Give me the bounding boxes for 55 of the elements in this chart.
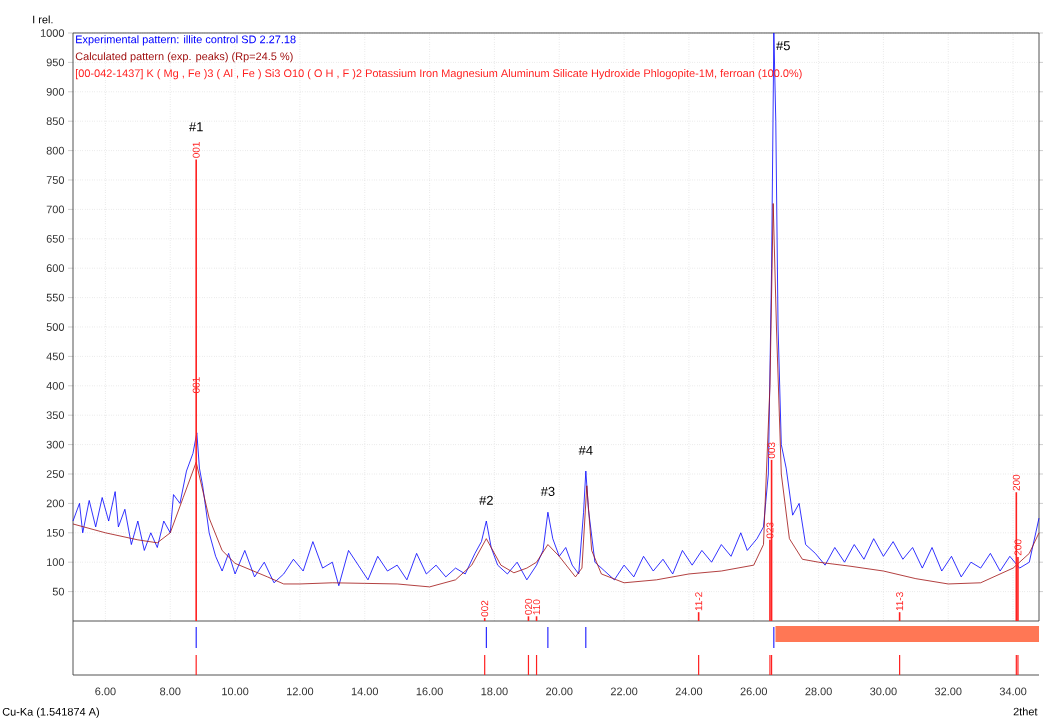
x-tick-label: 20.00: [546, 687, 573, 696]
annotation: 003: [768, 442, 776, 459]
line-series: [72, 203, 1040, 588]
x-tick-label: 32.00: [934, 687, 962, 696]
x-tick-label: 34.00: [999, 687, 1027, 696]
x-tick-label: 8.00: [160, 687, 181, 696]
annotation: 020: [524, 598, 532, 615]
x-tick-label: 30.00: [870, 687, 897, 696]
y-tick-label: 950: [46, 58, 65, 67]
x-tick-label: 26.00: [740, 687, 768, 696]
x-tick-label: 28.00: [805, 687, 832, 696]
annotation: #3: [540, 486, 555, 497]
y-tick-label: 650: [46, 234, 65, 243]
y-tick-label: 450: [46, 352, 65, 361]
x-tick-label: 10.00: [222, 687, 249, 696]
y-tick-label: 250: [46, 470, 65, 478]
text: Experimental pattern: illite control SD 2.27.18: [76, 35, 296, 46]
x-tick-label: 16.00: [416, 687, 443, 696]
y-tick-label: 800: [46, 146, 65, 155]
text: Calculated pattern (exp. peaks) (Rp=24.5 %): [75, 52, 293, 63]
x-tick-label: 12.00: [287, 687, 314, 696]
annotation: 001: [192, 142, 200, 158]
annotation: #1: [189, 122, 203, 132]
line-series: [72, 32, 1040, 587]
y-tick-label: 600: [46, 264, 65, 273]
annotation: 002: [481, 600, 489, 617]
annotation: 11-2: [695, 592, 703, 611]
y-tick-label: 550: [46, 293, 65, 302]
x-tick-label: 18.00: [481, 687, 508, 696]
y-tick-label: 850: [46, 117, 65, 126]
annotation: #5: [776, 41, 790, 51]
y-tick-label: 700: [46, 205, 65, 214]
annotation: #2: [479, 495, 493, 505]
y-tick-label: 150: [47, 528, 65, 537]
x-tick-label: 22.00: [610, 687, 638, 696]
annotation: 110: [533, 599, 541, 615]
y-tick-label: 900: [46, 87, 65, 96]
annotation: #4: [578, 445, 593, 455]
y-tick-label: 500: [46, 323, 65, 331]
x-tick-label: 14.00: [351, 687, 379, 696]
y-axis-title: I rel.: [33, 15, 53, 24]
text: Cu-Ka (1.541874 A): [2, 707, 99, 718]
y-tick-label: 400: [46, 381, 65, 390]
x-tick-label: 6.00: [95, 687, 116, 696]
x-tick-label: 24.00: [675, 687, 703, 696]
annotation: 200: [1012, 474, 1020, 491]
y-tick-label: 350: [46, 411, 65, 420]
y-tick-label: 50: [52, 587, 65, 596]
y-tick-label: 300: [46, 440, 65, 449]
y-tick-label: 1000: [40, 29, 65, 37]
y-tick-label: 100: [47, 558, 65, 567]
x-axis-title: 2thet: [1013, 707, 1038, 716]
y-tick-label: 200: [46, 499, 65, 508]
y-tick-label: 750: [46, 176, 65, 184]
annotation: 11-3: [896, 592, 904, 611]
